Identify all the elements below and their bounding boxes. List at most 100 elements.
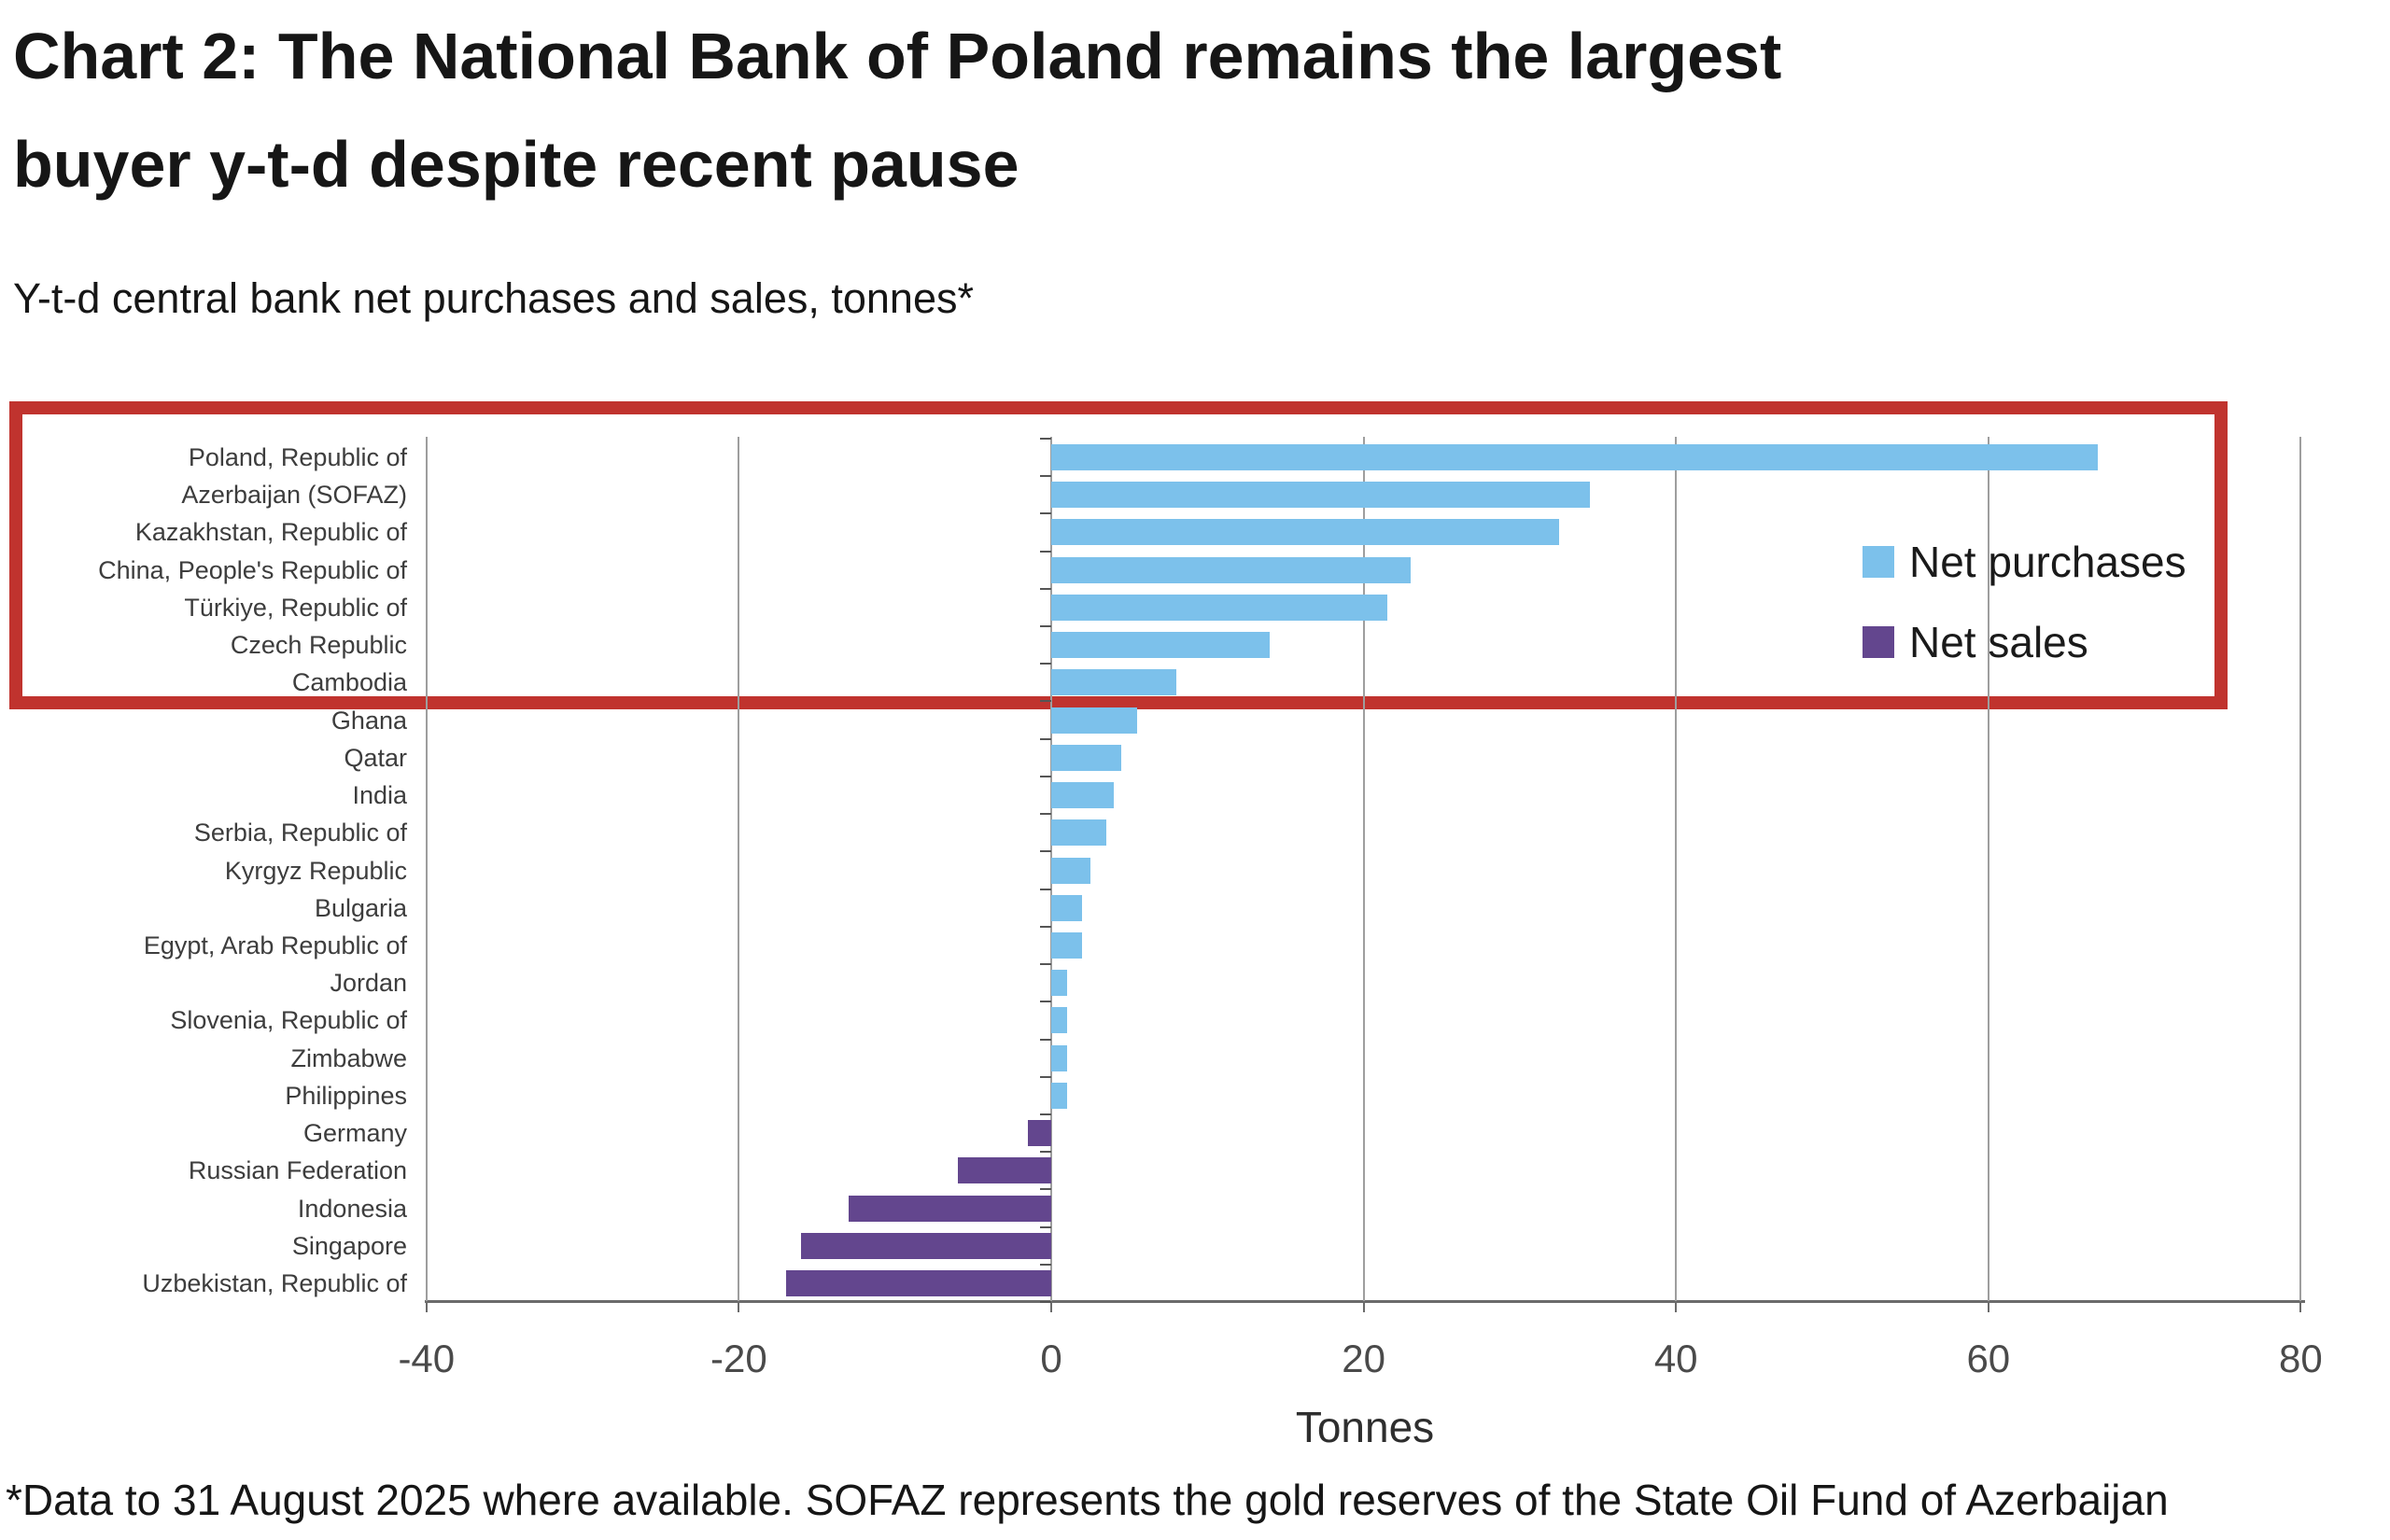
category-axis-tick	[1040, 1151, 1051, 1154]
bar-czech-republic	[1051, 632, 1271, 659]
bar-ghana	[1051, 707, 1137, 734]
highlight-annotation-box	[9, 401, 2228, 709]
category-axis-tick	[1040, 737, 1051, 740]
x-axis-tick	[1050, 1301, 1052, 1312]
category-label: Türkiye, Republic of	[184, 593, 407, 622]
x-tick-label: -40	[398, 1337, 456, 1380]
category-axis-tick	[1040, 1225, 1051, 1228]
category-label: Jordan	[330, 969, 407, 998]
category-axis-tick	[1040, 1113, 1051, 1116]
category-axis-tick	[1040, 512, 1051, 515]
category-label: Zimbabwe	[290, 1043, 407, 1072]
category-label: Cambodia	[291, 668, 407, 697]
bar-t-rkiye-republic-of	[1051, 594, 1387, 621]
category-label: Germany	[302, 1119, 407, 1148]
category-label: India	[352, 781, 407, 810]
bar-germany	[1027, 1120, 1051, 1147]
category-label: Ghana	[330, 706, 407, 735]
footnote: *Data to 31 August 2025 where available.…	[6, 1476, 2169, 1524]
category-label: Azerbaijan (SOFAZ)	[181, 481, 407, 510]
category-axis-tick	[1040, 963, 1051, 966]
bar-philippines	[1051, 1082, 1067, 1109]
category-label: Czech Republic	[230, 631, 407, 660]
bar-china-people-s-republic-of	[1051, 556, 1411, 583]
chart-subtitle: Y-t-d central bank net purchases and sal…	[13, 274, 974, 322]
category-label: Kazakhstan, Republic of	[134, 518, 407, 547]
gridline	[1987, 437, 1989, 1301]
gridline	[1362, 437, 1365, 1301]
category-label: Bulgaria	[314, 893, 407, 922]
category-label: Egypt, Arab Republic of	[143, 931, 407, 959]
category-axis-tick	[1040, 813, 1051, 816]
category-axis-tick	[1040, 775, 1051, 777]
gridline	[425, 437, 428, 1301]
category-label: Singapore	[291, 1231, 407, 1260]
x-axis-tick	[1675, 1301, 1678, 1312]
category-axis-tick	[1040, 1188, 1051, 1191]
x-tick-label: 0	[1040, 1337, 1062, 1380]
chart-title-line1: Chart 2: The National Bank of Poland rem…	[13, 20, 1782, 92]
bar-poland-republic-of	[1051, 444, 2098, 470]
category-axis-tick	[1040, 1001, 1051, 1003]
category-label: Russian Federation	[188, 1156, 407, 1185]
category-axis-tick	[1040, 663, 1051, 665]
legend-item-net-purchases: Net purchases	[1863, 538, 2186, 586]
bar-russian-federation	[957, 1157, 1051, 1184]
x-tick-label: -20	[710, 1337, 767, 1380]
category-axis-tick	[1040, 587, 1051, 590]
bar-india	[1051, 782, 1114, 809]
legend: Net purchases Net sales	[1863, 538, 2186, 698]
category-axis-tick	[1040, 475, 1051, 478]
net-sales-swatch-icon	[1863, 626, 1894, 658]
x-tick-label: 20	[1342, 1337, 1385, 1380]
net-sales-label: Net sales	[1909, 618, 2088, 666]
category-axis-tick	[1040, 850, 1051, 853]
category-axis-tick	[1040, 700, 1051, 703]
category-axis-tick	[1040, 625, 1051, 628]
category-axis-tick	[1040, 925, 1051, 928]
gridline	[1675, 437, 1678, 1301]
x-axis-tick	[1362, 1301, 1365, 1312]
bar-singapore	[801, 1232, 1051, 1259]
x-axis-title: Tonnes	[1295, 1403, 1435, 1451]
net-purchases-label: Net purchases	[1909, 538, 2186, 586]
gridline	[2299, 437, 2302, 1301]
category-label: Philippines	[285, 1081, 407, 1110]
category-axis-tick	[1040, 437, 1051, 440]
category-label: Uzbekistan, Republic of	[142, 1269, 407, 1298]
category-axis-tick	[1040, 1263, 1051, 1266]
category-axis-tick	[1040, 1075, 1051, 1078]
category-label: China, People's Republic of	[98, 555, 407, 584]
category-label: Slovenia, Republic of	[170, 1006, 407, 1035]
category-axis-tick	[1040, 1301, 1051, 1304]
x-tick-label: 60	[1966, 1337, 2011, 1380]
bar-qatar	[1051, 744, 1122, 771]
category-label: Kyrgyz Republic	[224, 856, 407, 885]
chart-title: Chart 2: The National Bank of Poland rem…	[13, 2, 2375, 218]
net-purchases-swatch-icon	[1863, 546, 1894, 578]
x-tick-label: 80	[2279, 1337, 2323, 1380]
category-label: Qatar	[344, 743, 407, 772]
x-axis-tick	[1987, 1301, 1989, 1312]
bar-slovenia-republic-of	[1051, 1007, 1067, 1034]
x-axis-tick	[738, 1301, 740, 1312]
bar-indonesia	[848, 1195, 1051, 1222]
category-label: Poland, Republic of	[188, 443, 407, 471]
category-label: Indonesia	[297, 1194, 407, 1223]
legend-item-net-sales: Net sales	[1863, 618, 2186, 666]
bar-egypt-arab-republic-of	[1051, 931, 1083, 959]
bar-zimbabwe	[1051, 1044, 1067, 1071]
bar-uzbekistan-republic-of	[785, 1270, 1051, 1297]
bar-kazakhstan-republic-of	[1051, 519, 1559, 546]
category-axis-tick	[1040, 550, 1051, 553]
chart-title-line2: buyer y-t-d despite recent pause	[13, 128, 1019, 201]
category-axis-tick	[1040, 888, 1051, 890]
x-axis-tick	[2299, 1301, 2302, 1312]
gridline	[738, 437, 740, 1301]
bar-kyrgyz-republic	[1051, 857, 1090, 884]
category-axis-tick	[1040, 1038, 1051, 1041]
bar-cambodia	[1051, 669, 1176, 696]
bar-bulgaria	[1051, 894, 1083, 921]
